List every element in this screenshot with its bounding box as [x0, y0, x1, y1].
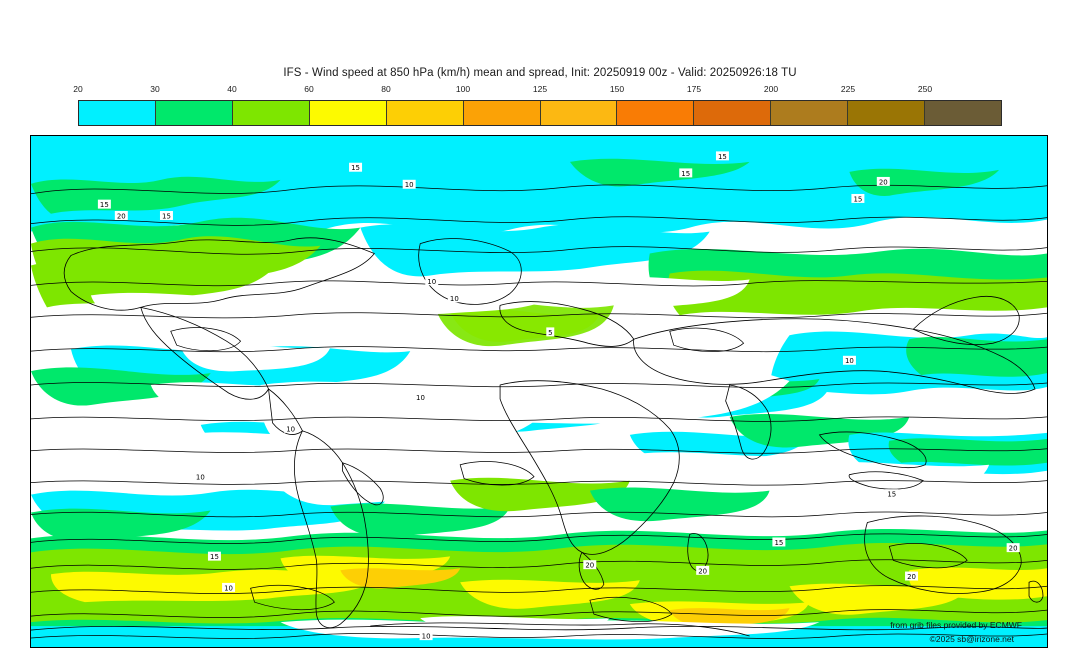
- contour-label-bg: [419, 631, 433, 641]
- colorbar-segment-125: [540, 101, 618, 125]
- contour-label-10-9: 10: [427, 278, 436, 286]
- contour-label-bg: [114, 211, 128, 220]
- colorbar-segment-100: [463, 101, 541, 125]
- colorbar-tick-125: 125: [532, 84, 548, 94]
- contour-label-bg: [413, 392, 427, 402]
- contour-label-layer: 15 20 15 10 15 15 15 20 15 10 10 10 10 5 10 10 15 15 10 20 1…: [97, 151, 1020, 641]
- credit-source: from grib files provided by ECMWF: [890, 620, 1022, 630]
- colorbar-tick-60: 60: [304, 84, 314, 94]
- contour-label-15-20: 15: [774, 539, 783, 547]
- colorbar-tick-20: 20: [73, 84, 83, 94]
- contour-label-bg: [207, 551, 221, 561]
- colorbar-segment-200: [771, 101, 849, 125]
- colorbar-tick-200: 200: [763, 84, 779, 94]
- contour-label-15-4: 15: [351, 164, 360, 172]
- contour-label-10-10: 10: [450, 295, 459, 303]
- contour-label-bg: [546, 327, 555, 337]
- contour-label-15-8: 15: [853, 195, 862, 203]
- coastline-layer: [31, 237, 1047, 637]
- colorbar-tick-30: 30: [150, 84, 160, 94]
- contour-label-bg: [193, 472, 207, 482]
- windspeed-fill-layer: [31, 136, 1047, 647]
- colorbar-tick-225: 225: [840, 84, 856, 94]
- contour-label-20-22: 20: [907, 573, 916, 581]
- colorbar-segment-30: [155, 101, 233, 125]
- contour-label-10-23: 10: [422, 633, 431, 641]
- contour-label-bg: [679, 168, 693, 178]
- colorbar-segment-225: [848, 101, 926, 125]
- contour-label-15-16: 15: [887, 491, 896, 499]
- contour-label-15-5: 15: [718, 153, 727, 161]
- page-title: IFS - Wind speed at 850 hPa (km/h) mean …: [283, 67, 797, 79]
- colorbar-segment-40: [232, 101, 310, 125]
- contour-label-bg: [885, 489, 899, 499]
- contour-label-10-12: 10: [416, 394, 425, 402]
- contour-label-10-14: 10: [845, 357, 854, 365]
- map-canvas[interactable]: 15 20 15 10 15 15 15 20 15 10 10 10 10 5 10 10 15 15 10 20 1…: [30, 135, 1048, 648]
- colorbar-segment-60: [309, 101, 387, 125]
- colorbar-gradient: [78, 100, 1002, 126]
- contour-label-bg: [583, 560, 597, 570]
- colorbar-segment-250: [925, 101, 1002, 125]
- contour-label-bg: [97, 199, 111, 209]
- contour-label-20-19: 20: [585, 562, 594, 570]
- contour-label-bg: [772, 537, 786, 547]
- contour-label-10-11: 10: [286, 425, 295, 433]
- contour-label-bg: [284, 423, 298, 433]
- map-svg: 15 20 15 10 15 15 15 20 15 10 10 10 10 5 10 10 15 15 10 20 1…: [31, 136, 1047, 647]
- contour-label-5-13: 5: [548, 329, 552, 337]
- contour-label-bg: [425, 276, 439, 286]
- colorbar-segment-80: [386, 101, 464, 125]
- contour-label-bg: [905, 571, 919, 581]
- colorbar-tick-250: 250: [917, 84, 933, 94]
- contour-label-bg: [222, 582, 236, 592]
- contour-label-10-18: 10: [224, 584, 233, 592]
- colorbar-tick-100: 100: [455, 84, 471, 94]
- colorbar-segment-150: [617, 101, 695, 125]
- contour-label-bg: [876, 176, 890, 186]
- contour-label-20-1: 20: [117, 212, 126, 220]
- contour-label-15-2: 15: [162, 212, 171, 220]
- contour-label-bg: [851, 193, 865, 203]
- contour-label-bg: [696, 565, 710, 575]
- contour-label-bg: [447, 293, 461, 303]
- contour-label-bg: [349, 162, 363, 172]
- contour-label-20-21: 20: [1009, 545, 1018, 553]
- colorbar-legend: 20 30 40 60 80 100 125 150 175 200 225 250: [73, 84, 1002, 128]
- contour-label-15-6: 15: [681, 170, 690, 178]
- contour-label-20-24: 20: [698, 567, 707, 575]
- colorbar-segment-20: [79, 101, 156, 125]
- colorbar-tick-175: 175: [686, 84, 702, 94]
- colorbar-tick-80: 80: [381, 84, 391, 94]
- contour-label-bg: [842, 355, 856, 365]
- contour-label-15-0: 15: [100, 201, 109, 209]
- contour-label-bg: [402, 179, 416, 189]
- contour-label-bg: [715, 151, 729, 161]
- colorbar-tick-40: 40: [227, 84, 237, 94]
- credit-copyright: ©2025 sb@irizone.net: [929, 634, 1014, 644]
- contour-label-15-17: 15: [210, 553, 219, 561]
- colorbar-segment-175: [694, 101, 772, 125]
- contour-label-20-7: 20: [879, 178, 888, 186]
- contour-label-10-15: 10: [196, 474, 205, 482]
- contour-label-bg: [159, 211, 173, 220]
- contour-label-10-3: 10: [405, 181, 414, 189]
- colorbar-tick-labels: 20 30 40 60 80 100 125 150 175 200 225 250: [73, 84, 1002, 98]
- colorbar-tick-150: 150: [609, 84, 625, 94]
- contour-label-bg: [1006, 543, 1020, 553]
